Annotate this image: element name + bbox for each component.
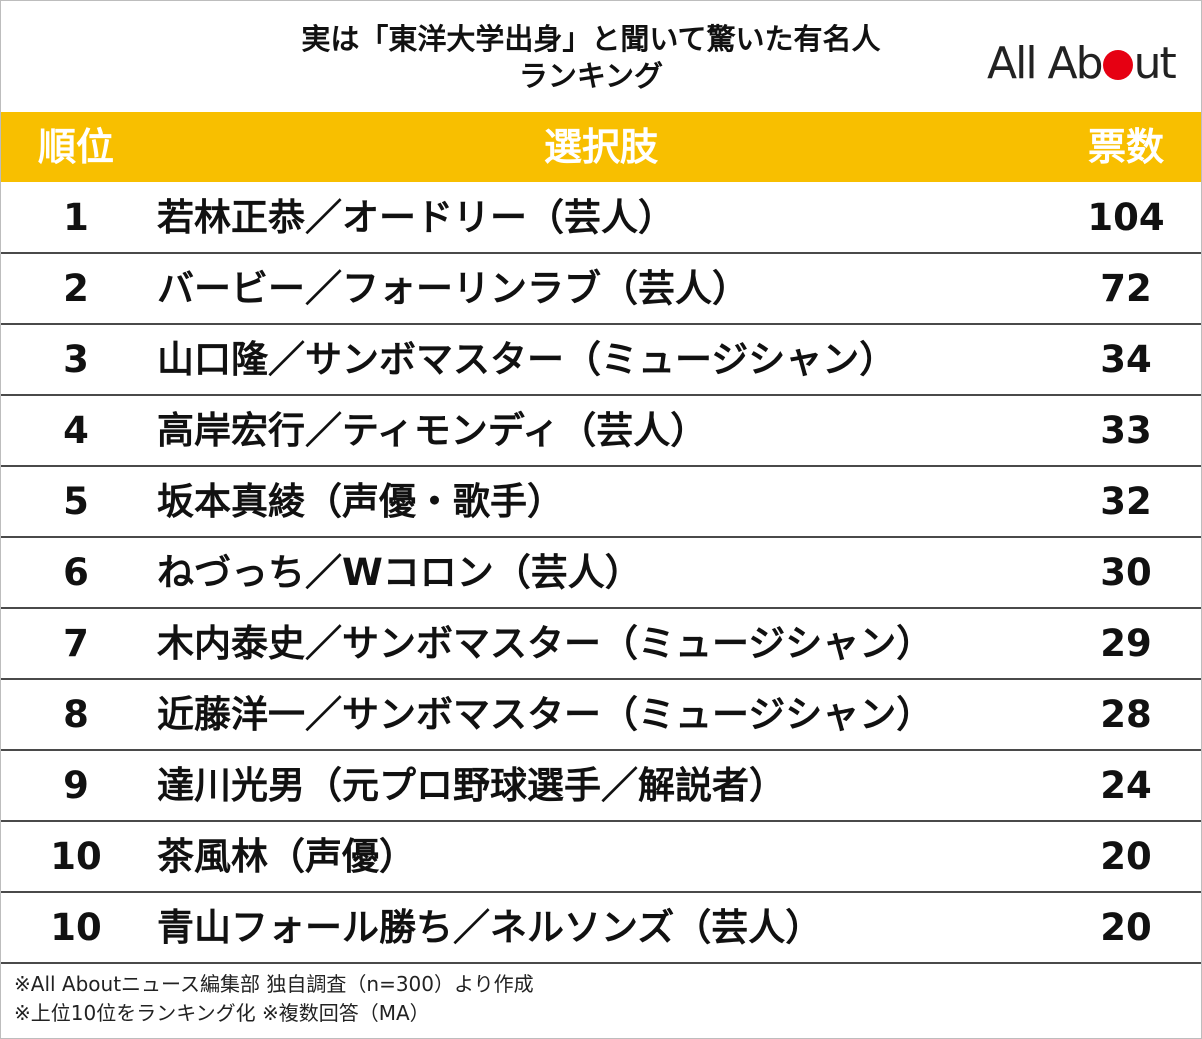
title-line-1: 実は「東洋大学出身」と聞いて驚いた有名人: [301, 22, 881, 56]
footnote-source: ※All Aboutニュース編集部 独自調査（n=300）より作成: [14, 972, 534, 996]
choice-cell: 若林正恭／オードリー（芸人）: [157, 196, 675, 239]
table-header: 順位 選択肢 票数: [1, 112, 1201, 182]
footnote-method: ※上位10位をランキング化 ※複数回答（MA）: [14, 1001, 430, 1025]
votes-cell: 34: [1100, 338, 1152, 381]
ranking-table: 1 若林正恭／オードリー（芸人） 104 2 バービー／フォーリンラブ（芸人） …: [1, 183, 1201, 964]
choice-cell: ねづっち／Wコロン（芸人）: [157, 551, 642, 594]
votes-cell: 30: [1100, 551, 1152, 594]
table-row: 8 近藤洋一／サンボマスター（ミュージシャン） 28: [1, 680, 1201, 751]
table-row: 9 達川光男（元プロ野球選手／解説者） 24: [1, 751, 1201, 822]
choice-cell: 近藤洋一／サンボマスター（ミュージシャン）: [157, 693, 934, 736]
rank-cell: 1: [63, 196, 89, 239]
rank-cell: 6: [63, 551, 89, 594]
choice-cell: 山口隆／サンボマスター（ミュージシャン）: [157, 338, 897, 381]
table-row: 4 高岸宏行／ティモンディ（芸人） 33: [1, 396, 1201, 467]
choice-cell: 青山フォール勝ち／ネルソンズ（芸人）: [157, 906, 823, 949]
choice-cell: 高岸宏行／ティモンディ（芸人）: [157, 409, 708, 452]
votes-cell: 72: [1100, 267, 1152, 310]
choice-cell: 茶風林（声優）: [157, 835, 416, 878]
table-row: 6 ねづっち／Wコロン（芸人） 30: [1, 538, 1201, 609]
table-row: 10 茶風林（声優） 20: [1, 822, 1201, 893]
title-line-2: ランキング: [518, 59, 664, 93]
votes-cell: 28: [1100, 693, 1152, 736]
table-row: 10 青山フォール勝ち／ネルソンズ（芸人） 20: [1, 893, 1201, 964]
rank-cell: 8: [63, 693, 89, 736]
rank-cell: 7: [63, 622, 89, 665]
header: 実は「東洋大学出身」と聞いて驚いた有名人 ランキング All Ab ut: [1, 1, 1201, 112]
logo-text-after: ut: [1133, 38, 1177, 89]
votes-cell: 20: [1100, 906, 1152, 949]
votes-cell: 24: [1100, 764, 1152, 807]
votes-cell: 104: [1087, 196, 1165, 239]
header-choice: 選択肢: [543, 125, 658, 169]
table-row: 2 バービー／フォーリンラブ（芸人） 72: [1, 254, 1201, 325]
choice-cell: バービー／フォーリンラブ（芸人）: [157, 267, 749, 310]
votes-cell: 29: [1100, 622, 1152, 665]
rank-cell: 10: [50, 906, 102, 949]
rank-cell: 2: [63, 267, 89, 310]
choice-cell: 達川光男（元プロ野球選手／解説者）: [157, 764, 786, 807]
votes-cell: 20: [1100, 835, 1152, 878]
header-rank: 順位: [37, 125, 114, 169]
choice-cell: 木内泰史／サンボマスター（ミュージシャン）: [157, 622, 934, 665]
rank-cell: 10: [50, 835, 102, 878]
logo-text-before: All Ab: [987, 38, 1104, 89]
page-title: 実は「東洋大学出身」と聞いて驚いた有名人 ランキング: [201, 21, 981, 95]
table-row: 5 坂本真綾（声優・歌手） 32: [1, 467, 1201, 538]
header-votes: 票数: [1087, 125, 1164, 169]
rank-cell: 4: [63, 409, 89, 452]
table-row: 7 木内泰史／サンボマスター（ミュージシャン） 29: [1, 609, 1201, 680]
rank-cell: 3: [63, 338, 89, 381]
footnotes: ※All Aboutニュース編集部 独自調査（n=300）より作成 ※上位10位…: [14, 970, 534, 1028]
rank-cell: 9: [63, 764, 89, 807]
votes-cell: 33: [1100, 409, 1152, 452]
allabout-logo: All Ab ut: [987, 38, 1177, 89]
table-row: 1 若林正恭／オードリー（芸人） 104: [1, 183, 1201, 254]
rank-cell: 5: [63, 480, 89, 523]
choice-cell: 坂本真綾（声優・歌手）: [157, 480, 564, 523]
table-row: 3 山口隆／サンボマスター（ミュージシャン） 34: [1, 325, 1201, 396]
logo-red-dot: [1102, 50, 1133, 80]
votes-cell: 32: [1100, 480, 1152, 523]
